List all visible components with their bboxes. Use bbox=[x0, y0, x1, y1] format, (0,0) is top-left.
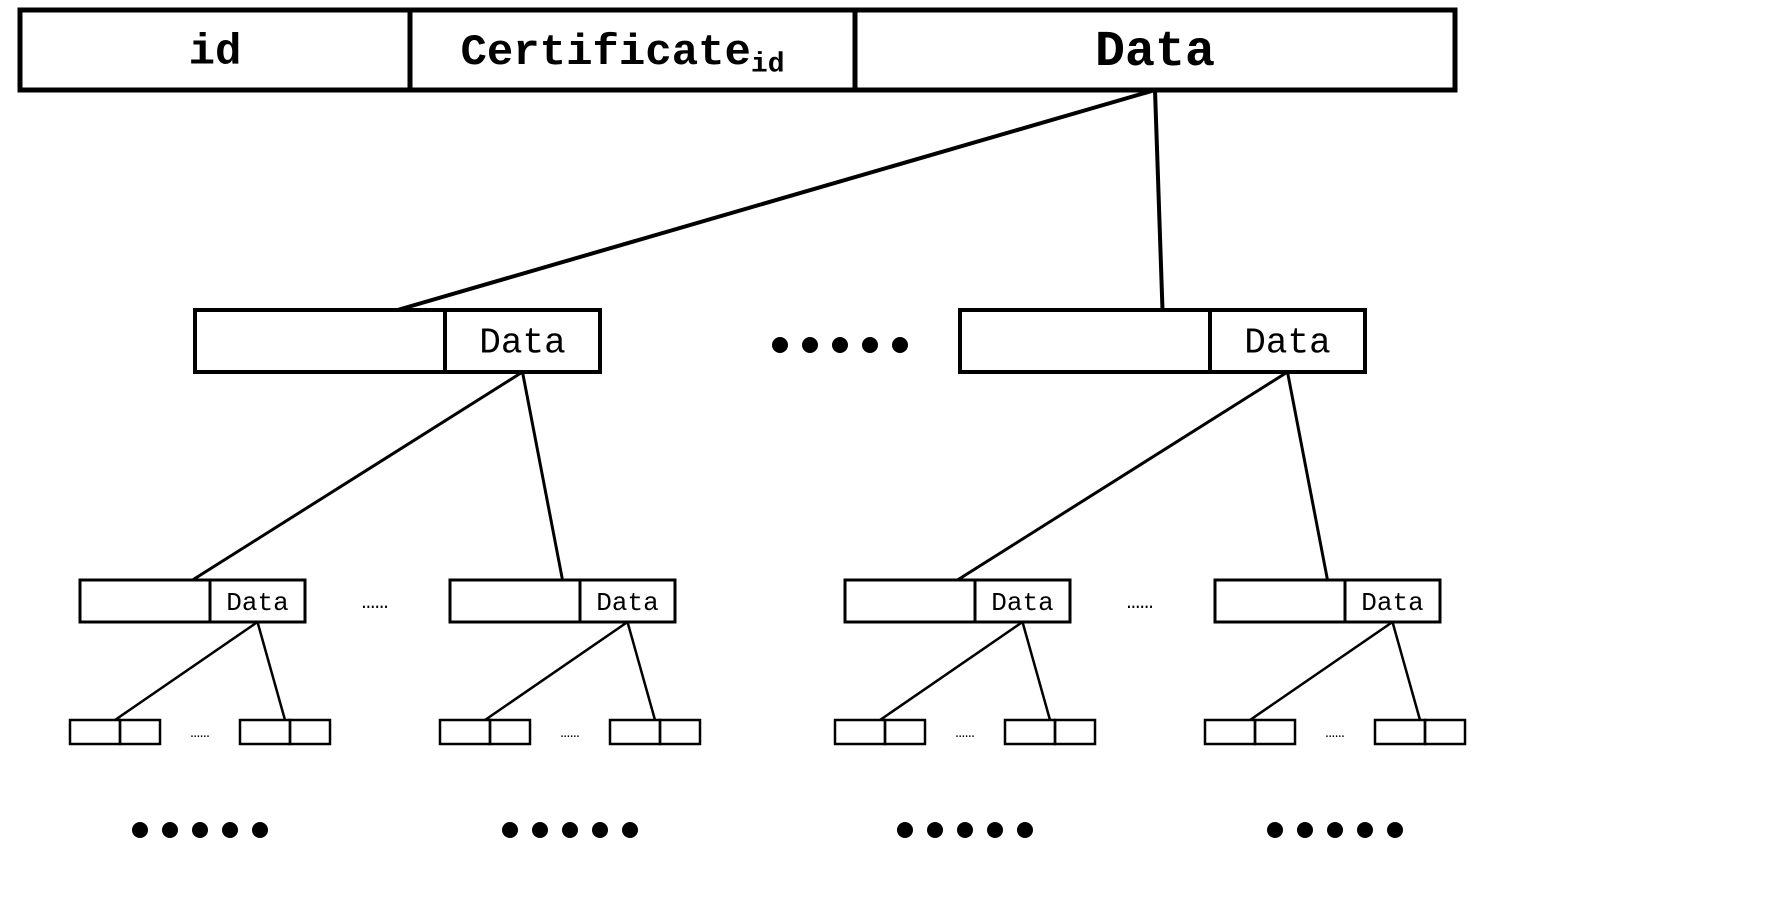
tree-edge bbox=[523, 372, 563, 580]
ellipsis-dot bbox=[622, 822, 638, 838]
tree-edge bbox=[1250, 622, 1393, 720]
tree-edge bbox=[880, 622, 1023, 720]
level3-record-cell bbox=[885, 720, 925, 744]
level1-record: Data bbox=[960, 310, 1365, 372]
ellipsis-text: …… bbox=[1127, 590, 1153, 615]
level3-record bbox=[240, 720, 330, 744]
ellipsis-dot bbox=[862, 337, 878, 353]
tree-edge bbox=[485, 622, 628, 720]
cell-label: Data bbox=[1361, 588, 1423, 618]
level3-record-cell bbox=[1205, 720, 1255, 744]
ellipsis-dot bbox=[802, 337, 818, 353]
ellipsis-dot bbox=[1387, 822, 1403, 838]
cell-label: Certificateid bbox=[460, 28, 784, 81]
ellipsis-dot bbox=[132, 822, 148, 838]
tree-edge bbox=[258, 622, 286, 720]
level2-record-cell bbox=[845, 580, 975, 622]
level2-record: Data bbox=[1215, 580, 1440, 622]
ellipsis-dot bbox=[1327, 822, 1343, 838]
level3-record-cell bbox=[1255, 720, 1295, 744]
ellipsis-text: …… bbox=[190, 724, 209, 742]
tree-edge bbox=[1023, 622, 1051, 720]
tree-edge bbox=[1393, 622, 1421, 720]
cell-label: Data bbox=[1095, 24, 1215, 81]
ellipsis-dot bbox=[222, 822, 238, 838]
level3-record-cell bbox=[1375, 720, 1425, 744]
level3-record bbox=[1005, 720, 1095, 744]
ellipsis-text: …… bbox=[362, 590, 388, 615]
ellipsis-dot bbox=[957, 822, 973, 838]
cell-label: Data bbox=[226, 588, 288, 618]
level3-record bbox=[835, 720, 925, 744]
ellipsis-dot bbox=[192, 822, 208, 838]
cell-label: Data bbox=[596, 588, 658, 618]
ellipsis-dot bbox=[1357, 822, 1373, 838]
ellipsis-dot bbox=[1297, 822, 1313, 838]
ellipsis-dot bbox=[927, 822, 943, 838]
ellipsis-dot bbox=[987, 822, 1003, 838]
level3-record bbox=[70, 720, 160, 744]
level3-record-cell bbox=[70, 720, 120, 744]
level3-record bbox=[1375, 720, 1465, 744]
cell-label: Data bbox=[479, 323, 565, 364]
ellipsis-text: …… bbox=[955, 724, 974, 742]
level2-record: Data bbox=[80, 580, 305, 622]
level3-record-cell bbox=[120, 720, 160, 744]
level1-record-cell bbox=[960, 310, 1210, 372]
ellipsis-dot bbox=[772, 337, 788, 353]
tree-edge bbox=[958, 372, 1288, 580]
tree-edge bbox=[1155, 90, 1163, 310]
ellipsis-dot bbox=[162, 822, 178, 838]
tree-edge bbox=[398, 90, 1156, 310]
ellipsis-dot bbox=[502, 822, 518, 838]
level3-record-cell bbox=[490, 720, 530, 744]
cell-label: Data bbox=[991, 588, 1053, 618]
ellipsis-dot bbox=[832, 337, 848, 353]
ellipsis-text: …… bbox=[560, 724, 579, 742]
level3-record-cell bbox=[1005, 720, 1055, 744]
level3-record-cell bbox=[660, 720, 700, 744]
ellipsis-dot bbox=[892, 337, 908, 353]
cell-label: id bbox=[189, 28, 242, 78]
ellipsis-dot bbox=[897, 822, 913, 838]
tree-edge bbox=[115, 622, 258, 720]
level2-record-cell bbox=[1215, 580, 1345, 622]
level1-record-cell bbox=[195, 310, 445, 372]
tree-edge bbox=[628, 622, 656, 720]
ellipsis-dot bbox=[532, 822, 548, 838]
tree-edge bbox=[193, 372, 523, 580]
tree-edge bbox=[1288, 372, 1328, 580]
ellipsis-text: …… bbox=[1325, 724, 1344, 742]
level3-record-cell bbox=[1055, 720, 1095, 744]
level3-record bbox=[440, 720, 530, 744]
level2-record: Data bbox=[450, 580, 675, 622]
ellipsis-dot bbox=[592, 822, 608, 838]
level2-record: Data bbox=[845, 580, 1070, 622]
level3-record-cell bbox=[835, 720, 885, 744]
level3-record-cell bbox=[290, 720, 330, 744]
level1-record: Data bbox=[195, 310, 600, 372]
level2-record-cell bbox=[450, 580, 580, 622]
level3-record bbox=[610, 720, 700, 744]
ellipsis-dot bbox=[1017, 822, 1033, 838]
level2-record-cell bbox=[80, 580, 210, 622]
level3-record-cell bbox=[440, 720, 490, 744]
level3-record-cell bbox=[240, 720, 290, 744]
ellipsis-dot bbox=[562, 822, 578, 838]
level3-record-cell bbox=[610, 720, 660, 744]
tree-diagram: id Certificateid Data Data Data Data Data Data D… bbox=[0, 0, 1791, 909]
cell-label: Data bbox=[1244, 323, 1330, 364]
ellipsis-dot bbox=[252, 822, 268, 838]
ellipsis-dot bbox=[1267, 822, 1283, 838]
level3-record-cell bbox=[1425, 720, 1465, 744]
root-record: id Certificateid Data bbox=[20, 10, 1455, 90]
level3-record bbox=[1205, 720, 1295, 744]
